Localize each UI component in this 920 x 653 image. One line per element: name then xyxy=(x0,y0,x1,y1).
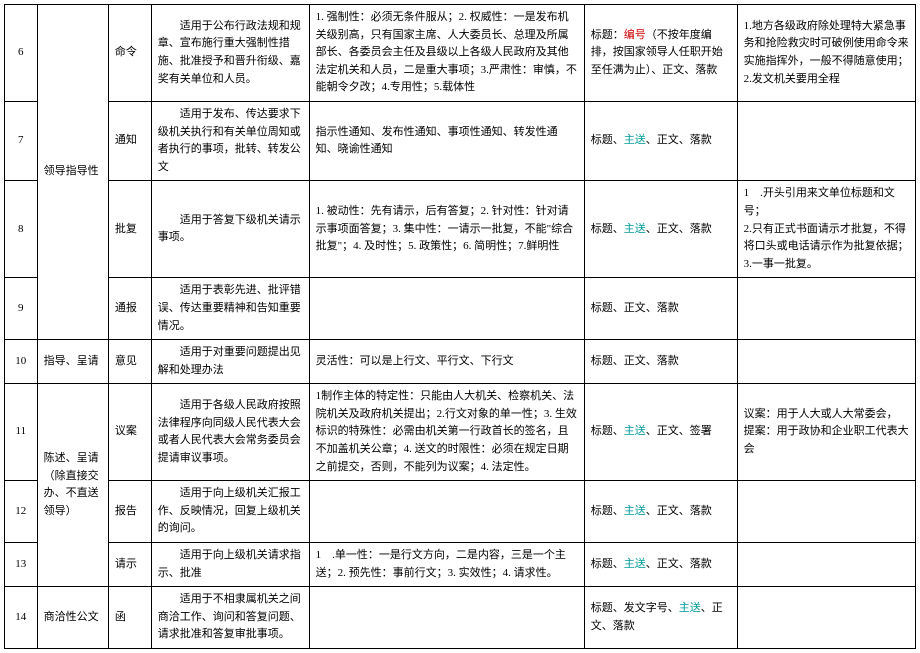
table-row: 12 报告 适用于向上级机关汇报工作、反映情况，回复上级机关的询问。 标题、主送… xyxy=(5,481,916,543)
table-row: 9 通报 适用于表彰先进、批评错误、传达重要精神和告知重要情况。 标题、正文、落… xyxy=(5,278,916,340)
scope-cell: 适用于发布、传达要求下级机关执行和有关单位周知或者执行的事项，批转、转发公文 xyxy=(151,101,309,180)
scope-cell: 适用于向上级机关汇报工作、反映情况，回复上级机关的询问。 xyxy=(151,481,309,543)
notes-cell: 1.地方各级政府除处理特大紧急事务和抢险救灾时可破例使用命令来实施指挥外，一般不… xyxy=(737,5,915,102)
type-cell: 通知 xyxy=(108,101,151,180)
row-number: 6 xyxy=(5,5,38,102)
table-row: 8 批复 适用于答复下级机关请示事项。 1. 被动性：先有请示，后有答复；2. … xyxy=(5,181,916,278)
type-cell: 报告 xyxy=(108,481,151,543)
features-cell xyxy=(309,481,584,543)
table-row: 7 通知 适用于发布、传达要求下级机关执行和有关单位周知或者执行的事项，批转、转… xyxy=(5,101,916,180)
format-cell: 标题、发文字号、主送、正文、落款 xyxy=(584,587,737,649)
scope-cell: 适用于公布行政法规和规章、宣布施行重大强制性措施、批准授予和晋升衔级、嘉奖有关单… xyxy=(151,5,309,102)
features-cell: 灵活性：可以是上行文、平行文、下行文 xyxy=(309,340,584,384)
scope-cell: 适用于答复下级机关请示事项。 xyxy=(151,181,309,278)
features-cell: 1. 强制性：必须无条件服从；2. 权威性：一是发布机关级别高，只有国家主席、人… xyxy=(309,5,584,102)
type-cell: 意见 xyxy=(108,340,151,384)
row-number: 11 xyxy=(5,384,38,481)
table-row: 11 陈述、呈请（除直接交办、不直送领导） 议案 适用于各级人民政府按照法律程序… xyxy=(5,384,916,481)
row-number: 12 xyxy=(5,481,38,543)
category-cell: 领导指导性 xyxy=(37,5,108,340)
notes-cell xyxy=(737,587,915,649)
type-cell: 批复 xyxy=(108,181,151,278)
category-cell: 商洽性公文 xyxy=(37,587,108,649)
type-cell: 通报 xyxy=(108,278,151,340)
notes-cell xyxy=(737,101,915,180)
scope-cell: 适用于向上级机关请求指示、批准 xyxy=(151,543,309,587)
scope-cell: 适用于表彰先进、批评错误、传达重要精神和告知重要情况。 xyxy=(151,278,309,340)
row-number: 13 xyxy=(5,543,38,587)
features-cell xyxy=(309,278,584,340)
row-number: 10 xyxy=(5,340,38,384)
features-cell: 1. 被动性：先有请示，后有答复；2. 针对性：针对请示事项面答复；3. 集中性… xyxy=(309,181,584,278)
notes-cell xyxy=(737,481,915,543)
table-row: 13 请示 适用于向上级机关请求指示、批准 1 .单一性：一是行文方向，二是内容… xyxy=(5,543,916,587)
type-cell: 请示 xyxy=(108,543,151,587)
row-number: 9 xyxy=(5,278,38,340)
format-cell: 标题、正文、落款 xyxy=(584,278,737,340)
format-cell: 标题、主送、正文、落款 xyxy=(584,181,737,278)
scope-cell: 适用于各级人民政府按照法律程序向同级人民代表大会或者人民代表大会常务委员会提请审… xyxy=(151,384,309,481)
format-cell: 标题、主送、正文、签署 xyxy=(584,384,737,481)
type-cell: 议案 xyxy=(108,384,151,481)
format-cell: 标题：编号（不按年度编排，按国家领导人任职开始至任满为止）、正文、落款 xyxy=(584,5,737,102)
table-row: 10 指导、呈请 意见 适用于对重要问题提出见解和处理办法 灵活性：可以是上行文… xyxy=(5,340,916,384)
notes-cell xyxy=(737,340,915,384)
format-cell: 标题、主送、正文、落款 xyxy=(584,481,737,543)
features-cell: 1制作主体的特定性：只能由人大机关、检察机关、法院机关及政府机关提出；2.行文对… xyxy=(309,384,584,481)
row-number: 14 xyxy=(5,587,38,649)
features-cell xyxy=(309,587,584,649)
format-cell: 标题、主送、正文、落款 xyxy=(584,543,737,587)
row-number: 7 xyxy=(5,101,38,180)
notes-cell: 1 .开头引用来文单位标题和文号；2.只有正式书面请示才批复，不得将口头或电话请… xyxy=(737,181,915,278)
format-cell: 标题、主送、正文、落款 xyxy=(584,101,737,180)
scope-cell: 适用于不相隶属机关之间商洽工作、询问和答复问题、请求批准和答复审批事项。 xyxy=(151,587,309,649)
scope-cell: 适用于对重要问题提出见解和处理办法 xyxy=(151,340,309,384)
type-cell: 命令 xyxy=(108,5,151,102)
features-cell: 1 .单一性：一是行文方向，二是内容，三是一个主送；2. 预先性：事前行文；3.… xyxy=(309,543,584,587)
notes-cell: 议案：用于人大或人大常委会，提案：用于政协和企业职工代表大会 xyxy=(737,384,915,481)
table-row: 6 领导指导性 命令 适用于公布行政法规和规章、宣布施行重大强制性措施、批准授予… xyxy=(5,5,916,102)
features-cell: 指示性通知、发布性通知、事项性通知、转发性通知、晓谕性通知 xyxy=(309,101,584,180)
notes-cell xyxy=(737,543,915,587)
category-cell: 指导、呈请 xyxy=(37,340,108,384)
category-cell: 陈述、呈请（除直接交办、不直送领导） xyxy=(37,384,108,587)
notes-cell xyxy=(737,278,915,340)
format-cell: 标题、正文、落款 xyxy=(584,340,737,384)
document-table: 6 领导指导性 命令 适用于公布行政法规和规章、宣布施行重大强制性措施、批准授予… xyxy=(4,4,916,649)
table-row: 14 商洽性公文 函 适用于不相隶属机关之间商洽工作、询问和答复问题、请求批准和… xyxy=(5,587,916,649)
row-number: 8 xyxy=(5,181,38,278)
type-cell: 函 xyxy=(108,587,151,649)
